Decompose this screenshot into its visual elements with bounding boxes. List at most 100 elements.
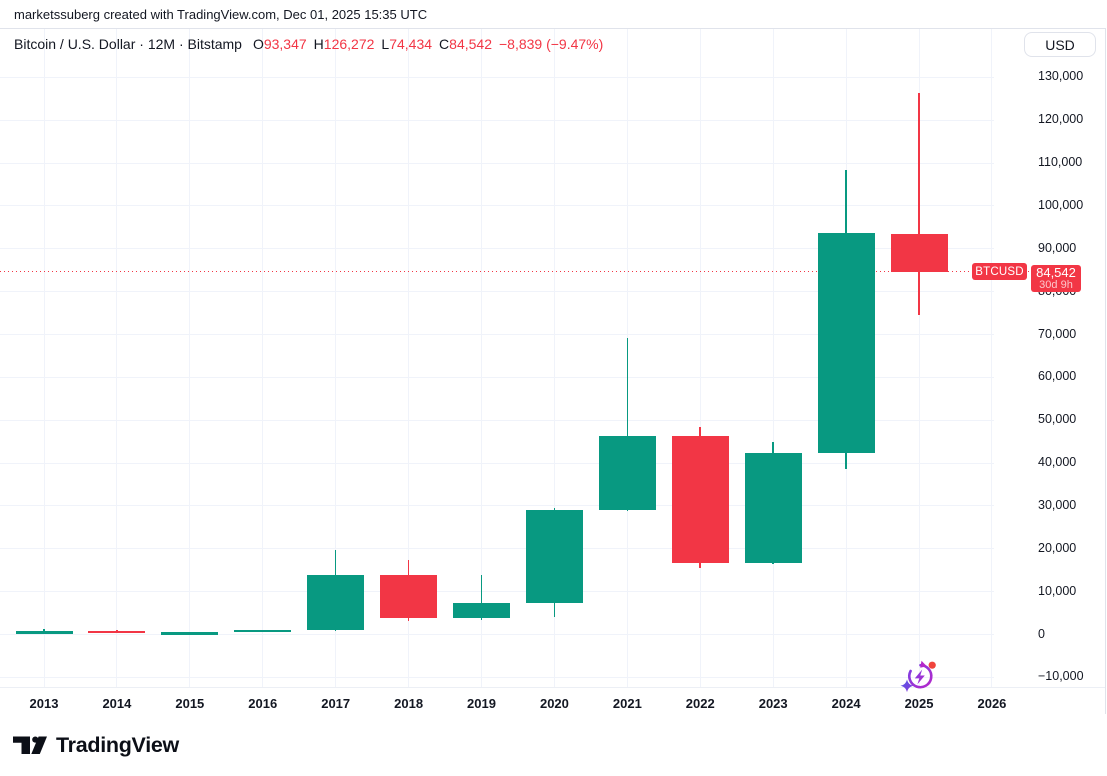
time-axis-label-2023: 2023: [758, 696, 788, 711]
gridline-horizontal: [0, 505, 994, 507]
gridline-vertical: [116, 29, 118, 687]
time-axis-label-2018: 2018: [394, 696, 424, 711]
footer-branding[interactable]: TradingView: [13, 733, 179, 758]
legend-change: −8,839 (−9.47%): [498, 36, 604, 52]
gridline-horizontal: [0, 634, 994, 635]
time-axis-label-2013: 2013: [29, 696, 59, 711]
legend-ohlc-key: O: [252, 36, 264, 52]
gridline-horizontal: [0, 591, 994, 593]
price-axis-label: 50,000: [1038, 412, 1077, 427]
time-axis-label-2017: 2017: [321, 696, 351, 711]
legend-ohlc-key: C: [439, 36, 450, 52]
price-axis[interactable]: USD 84,542 30d 9h 130,000 120,000 110,000 1…: [994, 29, 1105, 687]
last-price-line: [0, 271, 1032, 273]
arrowhead: [920, 660, 927, 668]
circular-arrow: [908, 663, 933, 689]
time-axis[interactable]: 2013 2014 2015 2016 2017 2018 2019 2020 2021 2022…: [0, 687, 1105, 714]
price-axis-label: 130,000: [1038, 69, 1084, 84]
time-axis-label-2020: 2020: [539, 696, 569, 711]
gridline-horizontal: [0, 248, 994, 250]
gridline-vertical: [918, 29, 920, 687]
gridline-vertical: [699, 29, 701, 687]
price-axis-label: 110,000: [1038, 155, 1083, 170]
sparkle-star: [900, 679, 914, 693]
tradingview-logo-text: TradingView: [56, 733, 179, 757]
candle-body-2022[interactable]: [671, 435, 729, 564]
time-axis-label-2024: 2024: [831, 696, 861, 711]
legend-ohlc-value: 93,347: [263, 36, 307, 52]
legend-ohlc-value: 126,272: [323, 36, 375, 52]
price-axis-label: 40,000: [1038, 455, 1077, 470]
time-axis-label-2015: 2015: [175, 696, 205, 711]
price-axis-label: 70,000: [1038, 326, 1077, 341]
candle-body-2024[interactable]: [817, 232, 875, 453]
symbol-legend: Bitcoin / U.S. Dollar · 12M · Bitstamp O9…: [14, 36, 603, 52]
legend-ohlc-value: 84,542: [449, 36, 492, 52]
time-axis-label-2019: 2019: [467, 696, 496, 711]
candle-body-2018[interactable]: [380, 574, 438, 618]
gridline-horizontal: [0, 334, 994, 335]
ai-events-flash-icon[interactable]: [900, 658, 938, 694]
chart-pane[interactable]: Bitcoin / U.S. Dollar · 12M · Bitstamp O9…: [0, 29, 1032, 693]
notification-dot: [928, 661, 936, 669]
gridline-horizontal: [0, 162, 994, 164]
candle-body-2023[interactable]: [744, 452, 802, 564]
gridline-horizontal: [0, 548, 994, 550]
attribution-bar: marketssuberg created with TradingView.c…: [0, 0, 1107, 28]
price-axis-label: 20,000: [1038, 540, 1077, 555]
candle-wick-2025: [918, 92, 920, 315]
chart-widget: Bitcoin / U.S. Dollar · 12M · Bitstamp O9…: [0, 28, 1106, 714]
time-axis-label-2021: 2021: [612, 696, 642, 711]
symbol-price-tag: BTCUSD: [972, 263, 1027, 281]
price-axis-label: −10,000: [1038, 669, 1084, 684]
candle-body-2014[interactable]: [88, 630, 146, 634]
gridline-vertical: [43, 29, 45, 687]
gridline-horizontal: [0, 205, 994, 207]
candle-body-2019[interactable]: [453, 603, 511, 618]
candle-body-2017[interactable]: [307, 574, 365, 630]
gridline-horizontal: [0, 462, 994, 464]
gridline-vertical: [262, 29, 264, 687]
gridline-vertical: [553, 29, 555, 687]
price-axis-label: 90,000: [1038, 240, 1077, 255]
tradingview-logo-icon: [13, 736, 47, 754]
legend-ohlc-key: H: [313, 36, 324, 52]
currency-button-label: USD: [1045, 36, 1075, 53]
legend-ohlc-value: 74,434: [389, 36, 433, 52]
gridline-horizontal: [0, 76, 994, 78]
gridline-vertical: [335, 29, 337, 687]
legend-title: Bitcoin / U.S. Dollar · 12M · Bitstamp: [14, 36, 242, 52]
candle-body-2025[interactable]: [890, 233, 948, 272]
candle-body-2015[interactable]: [161, 632, 219, 635]
time-axis-label-2014: 2014: [102, 696, 132, 711]
gridline-horizontal: [0, 291, 994, 293]
candle-body-2021[interactable]: [598, 435, 656, 510]
time-axis-label-2016: 2016: [248, 696, 278, 711]
gridline-vertical: [408, 29, 410, 687]
legend-ohlc-key: L: [381, 36, 390, 52]
attribution-text: marketssuberg created with TradingView.c…: [14, 6, 428, 22]
candle-body-2020[interactable]: [525, 509, 583, 604]
price-axis-label: 0: [1038, 626, 1045, 641]
price-axis-label: 120,000: [1038, 112, 1084, 127]
gridline-horizontal: [0, 376, 994, 378]
price-axis-label: 100,000: [1038, 197, 1084, 212]
gridline-horizontal: [0, 419, 994, 421]
time-axis-label-2026: 2026: [977, 696, 1007, 711]
candle-body-2016[interactable]: [234, 629, 292, 633]
time-axis-label-2022: 2022: [685, 696, 715, 711]
gridline-vertical: [991, 29, 993, 687]
candle-body-2013[interactable]: [15, 630, 73, 634]
gridline-vertical: [189, 29, 191, 687]
last-price-axis-label: 84,542 30d 9h: [1031, 264, 1081, 292]
candle-wick-2021: [626, 338, 629, 511]
price-axis-label: 60,000: [1038, 369, 1077, 384]
gridline-horizontal: [0, 676, 994, 678]
candle-wick-2019: [480, 574, 483, 620]
lightning-bolt: [914, 669, 925, 685]
last-price-value: 84,542: [1036, 264, 1076, 280]
currency-toggle-button[interactable]: USD: [1024, 32, 1096, 57]
time-axis-label-2025: 2025: [904, 696, 934, 711]
symbol-price-tag-text: BTCUSD: [975, 265, 1024, 278]
gridline-vertical: [772, 29, 774, 687]
